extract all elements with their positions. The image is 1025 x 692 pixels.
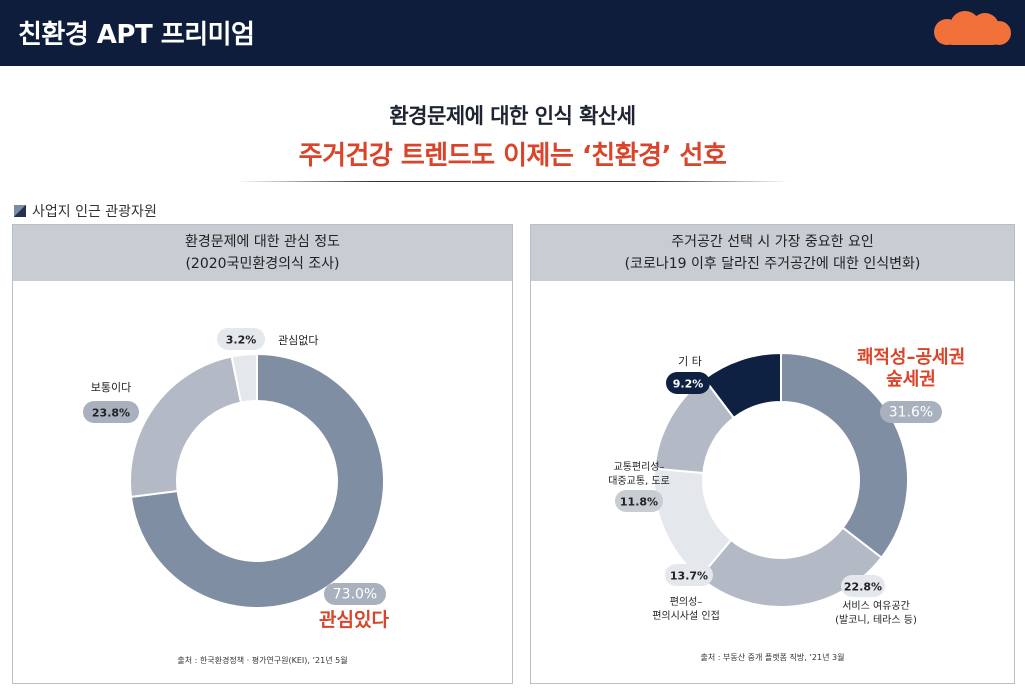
category-label-2: 관심없다 — [278, 334, 318, 347]
chart-panel-right: 주거공간 선택 시 가장 중요한 요인 (코로나19 이후 달라진 주거공간에 … — [530, 224, 1015, 684]
slice-label-group-1: 22.8% 서비스 여유공간 (발코니, 테라스 등) — [835, 575, 917, 626]
headline-primary: 환경문제에 대한 인식 확산세 — [389, 104, 636, 128]
headline-accent: 주거건강 트렌드도 이제는 ‘친환경’ 선호 — [298, 141, 727, 171]
donut-slice-0 — [129, 352, 385, 609]
value-label-2: 3.2% — [226, 334, 257, 347]
value-label-2: 13.7% — [670, 570, 708, 583]
source-note-left: 출처 : 한국환경정책 · 평가연구원(KEI), ‘21년 5월 — [177, 656, 348, 665]
donut-slice-1 — [129, 355, 243, 499]
category-label-3-line2: 대중교통, 도로 — [608, 475, 670, 487]
value-label-1: 22.8% — [844, 581, 882, 594]
category-label-1-line2: (발코니, 테라스 등) — [835, 614, 917, 626]
value-pill-4 — [666, 372, 710, 394]
category-label-0: 관심있다 — [319, 609, 389, 631]
chart-title-right-line2: (코로나19 이후 달라진 주거공간에 대한 인식변화) — [624, 256, 921, 272]
value-pill-0 — [880, 401, 942, 423]
value-pill-2 — [665, 564, 713, 586]
category-label-0-line2: 숲세권 — [886, 369, 936, 390]
slice-label-group-1: 23.8% 보통이다 — [83, 381, 139, 423]
donut-slices — [129, 352, 385, 609]
chart-title-right-line1: 주거공간 선택 시 가장 중요한 요인 — [671, 234, 874, 250]
category-label-1-line1: 서비스 여유공간 — [842, 600, 910, 612]
slice-label-group-0: 73.0% 관심있다 — [319, 583, 389, 631]
cloud-logo-icon — [934, 11, 1011, 45]
slice-label-group-4: 9.2% 기 타 — [666, 355, 710, 394]
headline-divider — [235, 181, 790, 182]
value-label-0: 31.6% — [889, 405, 933, 421]
donut-slice-0 — [780, 351, 909, 560]
section-label: 사업지 인근 관광자원 — [14, 201, 157, 221]
section-label-text: 사업지 인근 관광자원 — [32, 204, 157, 220]
category-label-0-line1: 쾌적성–공세권 — [857, 347, 965, 368]
category-label-2-line1: 편의성– — [670, 596, 703, 608]
slice-label-group-2: 3.2% 관심없다 — [217, 328, 318, 350]
chart-title-left-line1: 환경문제에 대한 관심 정도 — [184, 234, 341, 250]
value-pill-3 — [615, 490, 663, 512]
value-pill-1 — [841, 575, 885, 597]
slice-label-group-3: 11.8% 교통편리성– 대중교통, 도로 — [608, 461, 670, 512]
value-label-3: 11.8% — [620, 496, 658, 509]
donut-slice-4 — [702, 351, 782, 420]
chart-title-right: 주거공간 선택 시 가장 중요한 요인 (코로나19 이후 달라진 주거공간에 … — [531, 225, 1014, 281]
value-pill-2 — [217, 328, 265, 350]
category-label-1: 보통이다 — [91, 381, 131, 394]
chart-panel-left: 환경문제에 대한 관심 정도 (2020국민환경의식 조사) 73.0% 관심있다… — [12, 224, 513, 684]
value-label-0: 73.0% — [333, 587, 377, 603]
value-pill-0 — [324, 583, 386, 605]
chart-title-left: 환경문제에 대한 관심 정도 (2020국민환경의식 조사) — [13, 225, 512, 281]
category-label-2-line2: 편의시사설 인접 — [652, 610, 720, 622]
donut-slice-2 — [230, 352, 258, 404]
app-title: 친환경 APT 프리미엄 — [18, 20, 255, 50]
source-note-right: 출처 : 부동산 중개 플랫폼 직방, ‘21년 3월 — [700, 653, 845, 662]
value-label-4: 9.2% — [673, 378, 704, 391]
slice-label-group-2: 13.7% 편의성– 편의시사설 인접 — [652, 564, 720, 622]
top-bar: 친환경 APT 프리미엄 — [0, 0, 1025, 66]
chart-title-left-line2: (2020국민환경의식 조사) — [185, 256, 340, 272]
section-square-icon — [14, 205, 26, 217]
value-pill-1 — [83, 401, 139, 423]
donut-slices — [653, 351, 909, 608]
category-label-4: 기 타 — [678, 355, 702, 368]
donut-chart-interest: 73.0% 관심있다 23.8% 보통이다 3.2% 관심없다 — [83, 328, 389, 631]
value-label-1: 23.8% — [92, 407, 130, 420]
category-label-3-line1: 교통편리성– — [614, 461, 665, 473]
